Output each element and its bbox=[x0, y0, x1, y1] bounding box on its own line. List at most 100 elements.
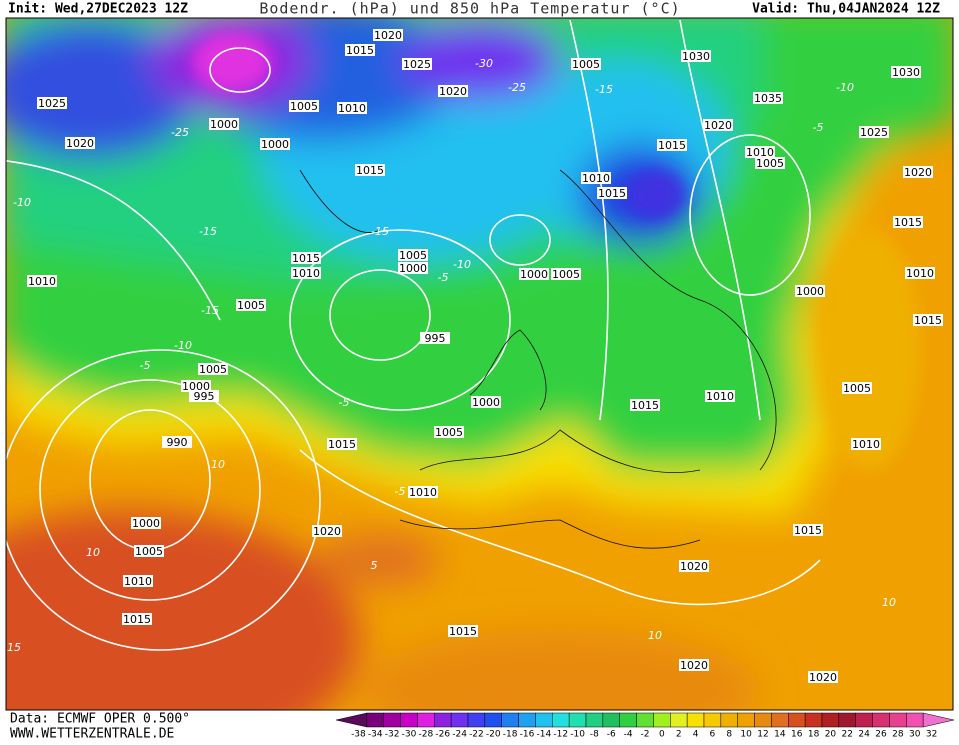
colorbar-segment bbox=[619, 712, 637, 728]
colorbar-label: -26 bbox=[435, 730, 450, 740]
isobar-label-box bbox=[471, 396, 501, 408]
isobar-label-box bbox=[198, 363, 228, 375]
colorbar-segment bbox=[821, 712, 840, 728]
isobar-label: 1010 bbox=[292, 267, 320, 280]
colorbar-segment bbox=[855, 712, 873, 728]
isobar-label-box bbox=[705, 390, 735, 402]
isobar-label-box bbox=[162, 436, 192, 448]
isobar-label-box bbox=[291, 267, 321, 279]
isobar-label-box bbox=[842, 382, 872, 394]
colorbar-label: 22 bbox=[842, 730, 853, 740]
isobar-label-box bbox=[808, 671, 838, 683]
isobar-label: 1005 bbox=[552, 268, 580, 281]
isobar-label: 1010 bbox=[28, 275, 56, 288]
isobar-label-box bbox=[795, 285, 825, 297]
isotherm-label: -25 bbox=[508, 81, 526, 94]
isobar-label-box bbox=[337, 102, 367, 114]
colorbar-segment bbox=[518, 712, 536, 728]
isobar-label: 1020 bbox=[704, 119, 732, 132]
isobar-label: 1000 bbox=[261, 138, 289, 151]
isobar-label: 1015 bbox=[346, 44, 374, 57]
isobar-label-box bbox=[657, 139, 687, 151]
colorbar-label: -18 bbox=[503, 730, 518, 740]
isobar-label: 1020 bbox=[904, 166, 932, 179]
isobar-label: 995 bbox=[194, 390, 215, 403]
init-time: Init: Wed,27DEC2023 12Z bbox=[8, 2, 188, 17]
isobar-label: 1035 bbox=[754, 92, 782, 105]
colorbar-segment bbox=[585, 712, 604, 728]
isotherm-label: -15 bbox=[371, 225, 389, 238]
isobar-label: 1025 bbox=[403, 58, 431, 71]
isobar-label: 1025 bbox=[860, 126, 888, 139]
isobar-label: 1000 bbox=[210, 118, 238, 131]
isobar-label: 995 bbox=[425, 332, 446, 345]
isobar-label-box bbox=[408, 486, 438, 498]
isotherm-label: -15 bbox=[201, 304, 219, 317]
isobar-label-box bbox=[373, 29, 403, 41]
colorbar-segment bbox=[889, 712, 907, 728]
isobar-label: 1000 bbox=[796, 285, 824, 298]
colorbar-segment bbox=[754, 712, 772, 728]
isobar-label: 1000 bbox=[399, 262, 427, 275]
isobar-label: 1015 bbox=[292, 252, 320, 265]
isobar-label-box bbox=[745, 146, 775, 158]
isotherm-label: -10 bbox=[13, 196, 31, 209]
isobar-label: 1015 bbox=[794, 524, 822, 537]
isobar-label: 1020 bbox=[680, 560, 708, 573]
isobar-label: 1000 bbox=[182, 380, 210, 393]
colorbar-segment bbox=[552, 712, 570, 728]
isobar-label: 1015 bbox=[658, 139, 686, 152]
isobar-label-box bbox=[65, 137, 95, 149]
isobar-label: 1015 bbox=[328, 438, 356, 451]
isobar-label-box bbox=[903, 166, 933, 178]
isobar-label-box bbox=[679, 659, 709, 671]
isobar-label-box bbox=[27, 275, 57, 287]
isobar-label-box bbox=[571, 58, 601, 70]
isobar-label: 1000 bbox=[520, 268, 548, 281]
isobar-label-box bbox=[597, 187, 627, 199]
isobar-label-box bbox=[131, 517, 161, 529]
colorbar-label: -8 bbox=[590, 730, 599, 740]
isobar-label: 1030 bbox=[682, 50, 710, 63]
isobar-label: 1020 bbox=[66, 137, 94, 150]
isotherm-label: -10 bbox=[836, 81, 854, 94]
isobar-label: 1015 bbox=[449, 625, 477, 638]
isobar-label: 1025 bbox=[38, 97, 66, 110]
isobar-label-box bbox=[189, 390, 219, 402]
isobar-label: 1020 bbox=[313, 525, 341, 538]
isobar-label: 1020 bbox=[439, 85, 467, 98]
colorbar-label: 10 bbox=[740, 730, 752, 740]
isobar-label: 1005 bbox=[237, 299, 265, 312]
colorbar-label: 8 bbox=[726, 730, 732, 740]
colorbar-label: 24 bbox=[858, 730, 870, 740]
colorbar-segment bbox=[417, 712, 435, 728]
colorbar-label: -24 bbox=[452, 730, 467, 740]
colorbar-segment bbox=[535, 712, 553, 728]
isobar-label: 1005 bbox=[843, 382, 871, 395]
isobar-label-box bbox=[236, 299, 266, 311]
isobar-label: 1015 bbox=[123, 613, 151, 626]
colorbar-segment bbox=[467, 712, 486, 728]
isobar-label-box bbox=[289, 100, 319, 112]
isobar-label-box bbox=[291, 252, 321, 264]
isobar-label: 1005 bbox=[435, 426, 463, 439]
colorbar-label: 2 bbox=[676, 730, 682, 740]
isobar-label: 1000 bbox=[472, 396, 500, 409]
colorbar-segment bbox=[670, 712, 688, 728]
valid-time: Valid: Thu,04JAN2024 12Z bbox=[752, 2, 940, 17]
colorbar-segment bbox=[366, 712, 384, 728]
isobar-label-box bbox=[851, 438, 881, 450]
colorbar-segment bbox=[484, 712, 502, 728]
isobar-label-box bbox=[913, 314, 943, 326]
isobar-label-box bbox=[630, 399, 660, 411]
colorbar-segment bbox=[383, 712, 401, 728]
colorbar-segment bbox=[450, 712, 469, 728]
isobar-label: 1030 bbox=[892, 66, 920, 79]
isobar-label-box bbox=[581, 172, 611, 184]
isotherm-label: 10 bbox=[882, 596, 896, 609]
isobar-label-box bbox=[260, 138, 290, 150]
colorbar-segment bbox=[434, 712, 452, 728]
isotherm-label: -25 bbox=[171, 126, 189, 139]
isobar-label: 1020 bbox=[680, 659, 708, 672]
